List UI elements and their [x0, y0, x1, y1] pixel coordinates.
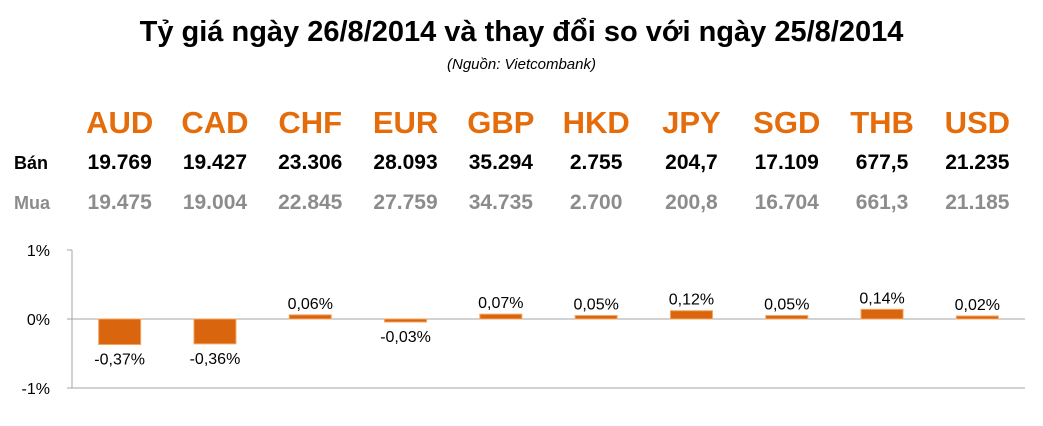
data-label: 0,05%	[573, 297, 618, 314]
buy-rate: 16.704	[755, 191, 820, 214]
buy-rate: 27.759	[373, 191, 437, 214]
currency-code: JPY	[662, 105, 721, 140]
sell-rate: 21.235	[945, 151, 1010, 174]
bar	[193, 318, 237, 345]
bar	[860, 308, 904, 320]
currency-code: USD	[945, 105, 1010, 140]
currency-code: CHF	[278, 105, 342, 140]
sell-rate: 23.306	[278, 151, 342, 174]
buy-rate: 2.700	[570, 191, 623, 214]
data-label: 0,14%	[859, 290, 904, 307]
currency-code: EUR	[373, 105, 438, 140]
data-label: 0,07%	[478, 295, 523, 312]
bar	[288, 314, 332, 320]
buy-rate: 200,8	[665, 191, 718, 214]
bar	[669, 310, 713, 320]
buy-rate: 34.735	[469, 191, 534, 214]
sell-rate: 19.427	[183, 151, 247, 174]
buy-rate: 22.845	[278, 191, 343, 214]
sell-row-label: Bán	[14, 153, 48, 173]
data-label: 0,06%	[288, 296, 333, 313]
y-tick-label: -1%	[22, 381, 50, 398]
data-label: -0,03%	[380, 329, 431, 346]
data-label: 0,12%	[669, 292, 714, 309]
data-label: 0,05%	[764, 297, 809, 314]
sell-rate: 677,5	[856, 151, 909, 174]
bar	[765, 315, 809, 320]
bar	[98, 318, 142, 346]
currency-code: SGD	[753, 105, 820, 140]
source-note: (Nguồn: Vietcombank)	[447, 56, 596, 73]
bar	[955, 315, 999, 320]
currency-code: THB	[850, 105, 914, 140]
y-tick-label: 0%	[27, 312, 50, 329]
currency-code: CAD	[181, 105, 248, 140]
bar	[479, 313, 523, 320]
sell-rate: 17.109	[755, 151, 819, 174]
currency-code: AUD	[86, 105, 153, 140]
currency-code: HKD	[563, 105, 630, 140]
buy-rate: 19.475	[88, 191, 153, 214]
sell-rate: 28.093	[373, 151, 437, 174]
y-tick-label: 1%	[27, 243, 50, 260]
currency-code: GBP	[467, 105, 534, 140]
buy-row-label: Mua	[14, 193, 51, 213]
bar	[574, 315, 618, 320]
sell-rate: 2.755	[570, 151, 623, 174]
sell-rate: 35.294	[469, 151, 534, 174]
sell-rate: 204,7	[665, 151, 718, 174]
data-label: 0,02%	[955, 297, 1000, 314]
chart-title: Tỷ giá ngày 26/8/2014 và thay đổi so với…	[139, 16, 904, 48]
buy-rate: 661,3	[856, 191, 909, 214]
buy-rate: 19.004	[183, 191, 248, 214]
bar	[384, 318, 428, 323]
sell-rate: 19.769	[88, 151, 152, 174]
data-label: -0,37%	[94, 352, 145, 369]
buy-rate: 21.185	[945, 191, 1010, 214]
data-label: -0,36%	[190, 351, 241, 368]
